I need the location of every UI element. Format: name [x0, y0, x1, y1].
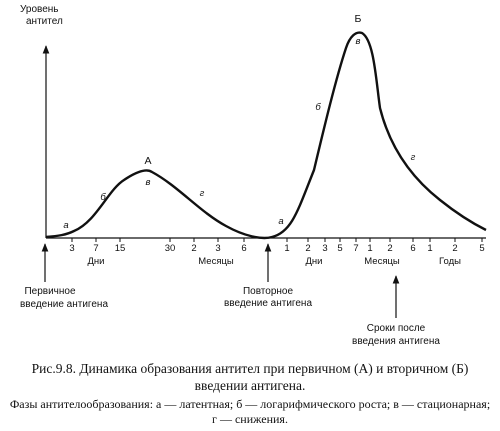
phase-label-stationary-secondary: в — [356, 36, 361, 47]
tick-label: 7 — [93, 243, 98, 254]
tick-label: 2 — [387, 243, 392, 254]
unit-label-days-secondary: Дни — [306, 256, 323, 267]
peak-label-b: Б — [355, 13, 362, 25]
phase-label-stationary-primary: в — [146, 177, 151, 188]
unit-label-days-primary: Дни — [88, 256, 105, 267]
tick-label: 2 — [452, 243, 457, 254]
y-axis-title-line2: антител — [26, 16, 63, 27]
unit-label-months-secondary: Месяцы — [364, 256, 400, 267]
phase-label-latent-secondary: а — [278, 216, 283, 227]
repeat-injection-label-line2: введение антигена — [224, 298, 312, 309]
peak-label-a: А — [144, 155, 151, 167]
tick-label: 15 — [115, 243, 126, 254]
tick-label: 30 — [165, 243, 176, 254]
tick-label: 3 — [322, 243, 327, 254]
y-axis-title-line1: Уровень — [20, 4, 59, 15]
tick-label: 1 — [367, 243, 372, 254]
tick-label: 7 — [353, 243, 358, 254]
after-injection-label-line2: введения антигена — [352, 336, 440, 347]
tick-marks — [71, 238, 483, 242]
tick-label: 5 — [337, 243, 342, 254]
phases-legend: Фазы антителообразования: а — латентная;… — [9, 397, 491, 426]
tick-label: 5 — [479, 243, 484, 254]
phase-label-growth-secondary: б — [315, 102, 321, 113]
tick-label: 6 — [241, 243, 246, 254]
repeat-injection-label-line1: Повторное — [243, 286, 294, 297]
figure-caption: Рис.9.8. Динамика образования антител пр… — [31, 361, 469, 393]
tick-label: 6 — [410, 243, 415, 254]
phase-label-latent-primary: а — [63, 220, 68, 231]
antibody-curve — [45, 31, 487, 240]
tick-label: 1 — [427, 243, 432, 254]
tick-label: 2 — [191, 243, 196, 254]
unit-label-months-primary: Месяцы — [198, 256, 234, 267]
tick-label: 3 — [215, 243, 220, 254]
phase-label-growth-primary: б — [100, 192, 106, 203]
tick-label: 2 — [305, 243, 310, 254]
primary-injection-label-line2: введение антигена — [20, 299, 108, 310]
after-injection-label-line1: Сроки после — [367, 323, 426, 334]
phase-label-decline-secondary: г — [411, 152, 416, 163]
tick-label: 1 — [284, 243, 289, 254]
unit-label-years-secondary: Годы — [439, 256, 461, 267]
tick-label: 3 — [69, 243, 74, 254]
phase-label-decline-primary: г — [200, 188, 205, 199]
primary-injection-label-line1: Первичное — [24, 286, 76, 297]
